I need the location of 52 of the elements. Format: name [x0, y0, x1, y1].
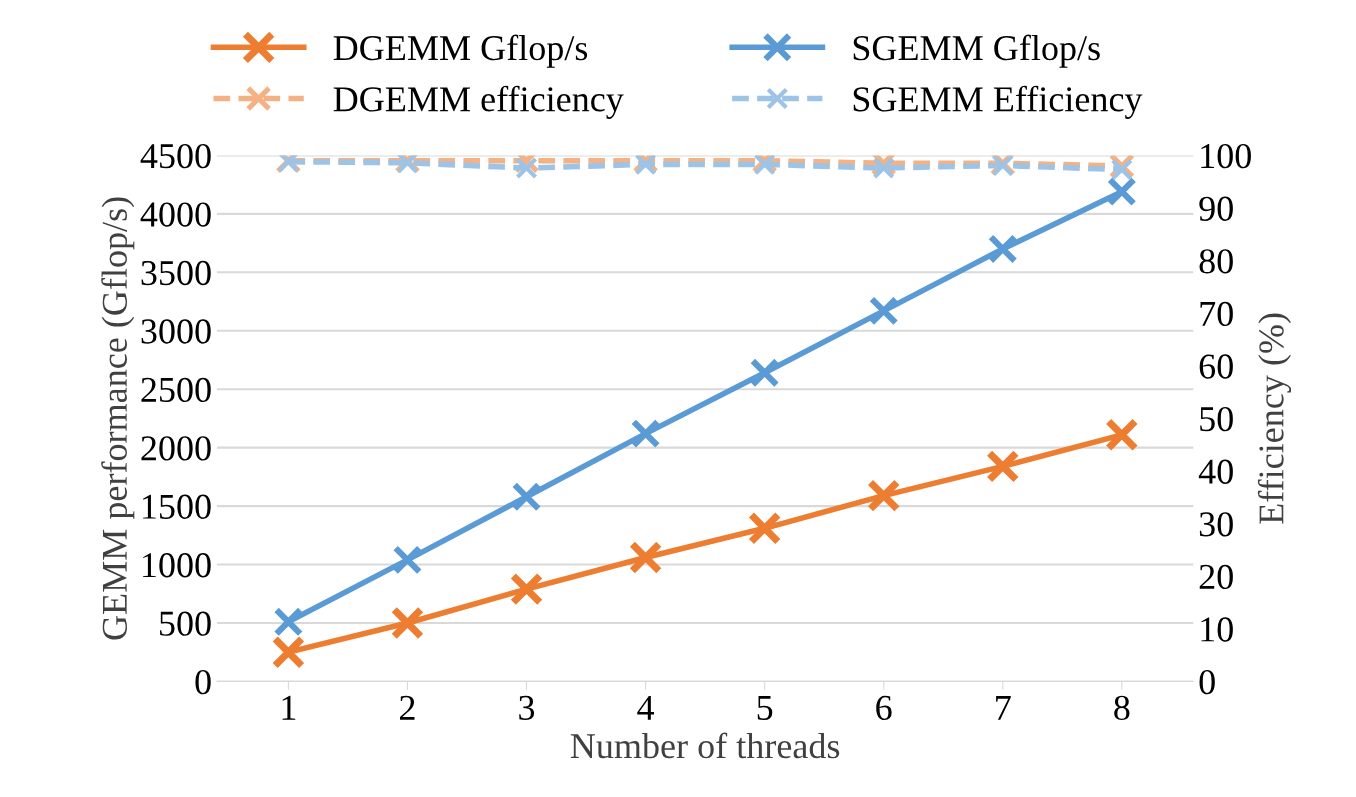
x-tick-label: 2 [400, 695, 415, 720]
y-tick-label: 4500 [140, 143, 211, 169]
x-tick-label: 1 [282, 695, 296, 720]
point [392, 545, 423, 575]
y2-tick-label: 90 [1199, 196, 1233, 221]
point [986, 449, 1020, 484]
x-tick-label: 5 [757, 696, 773, 721]
point [1106, 176, 1137, 207]
x-axis-title: Number of threads [570, 732, 840, 759]
legend-label: DGEMM Gflop/s [333, 34, 588, 68]
point [390, 606, 425, 640]
y2-tick-label: 50 [1200, 406, 1233, 432]
y2-tick-label: 100 [1201, 143, 1251, 169]
legend-label: DGEMM efficiency [333, 85, 624, 119]
point [509, 572, 544, 606]
y2-tick-label: 40 [1198, 459, 1233, 484]
point [749, 357, 780, 388]
point [271, 635, 306, 669]
y2-tick-label: 10 [1201, 617, 1233, 642]
point [1105, 418, 1139, 452]
point [868, 296, 899, 326]
y-tick-label: 1500 [143, 494, 211, 519]
point [747, 511, 782, 546]
x-tick-label: 3 [519, 695, 535, 721]
point [630, 418, 661, 449]
y-tick-label: 4000 [140, 202, 211, 227]
point [273, 606, 304, 637]
point [866, 478, 901, 513]
legend-label: SGEMM Efficiency [853, 85, 1143, 119]
legend-label: SGEMM Gflop/s [853, 34, 1100, 68]
x-tick-label: 6 [876, 695, 892, 721]
x-tick-label: 4 [637, 695, 655, 720]
y2-tick-label: 0 [1199, 669, 1215, 695]
point [511, 481, 542, 512]
y-tick-label: 500 [160, 611, 211, 636]
y2-tick-label: 30 [1199, 512, 1233, 537]
y-axis-title: GEMM performance (Gflop/s) [101, 197, 135, 640]
y-tick-label: 1000 [143, 553, 211, 578]
y2-axis-title: Efficiency (%) [1257, 313, 1292, 524]
y2-tick-label: 60 [1199, 354, 1233, 379]
y2-tick-label: 20 [1199, 564, 1233, 590]
y-tick-label: 2500 [141, 377, 211, 403]
y2-tick-label: 80 [1199, 249, 1233, 274]
point [628, 540, 663, 575]
x-tick-label: 7 [996, 696, 1011, 720]
y-tick-label: 0 [195, 669, 211, 695]
y-tick-label: 2000 [141, 436, 211, 461]
point [987, 234, 1018, 264]
y-tick-label: 3000 [141, 319, 211, 344]
y-tick-label: 3500 [141, 260, 211, 286]
x-tick-label: 8 [1114, 695, 1130, 721]
y2-tick-label: 70 [1200, 301, 1233, 327]
